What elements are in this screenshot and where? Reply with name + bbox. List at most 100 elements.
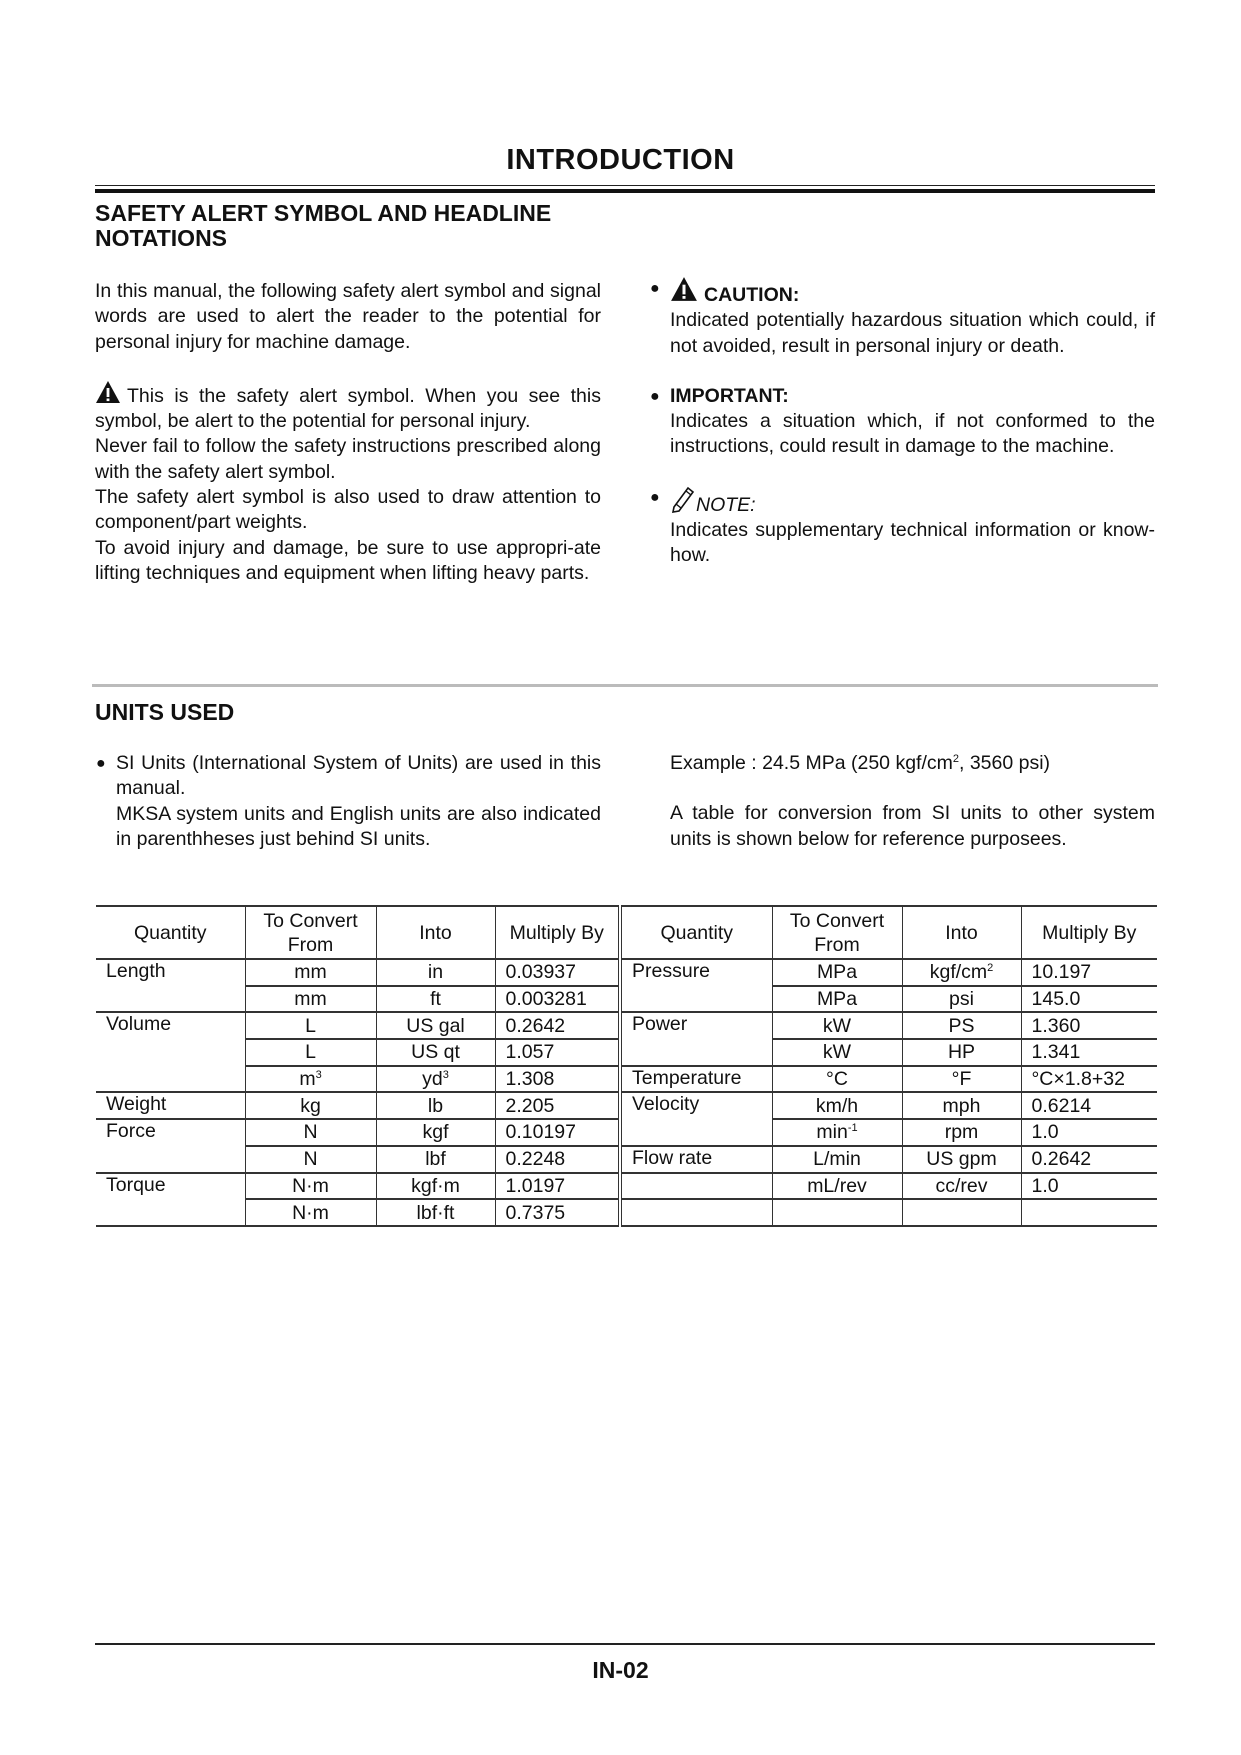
table-cell-q: Power xyxy=(618,1011,773,1067)
table-cell-q: Flow rate xyxy=(618,1144,773,1174)
table-cell-into: °F xyxy=(901,1064,1022,1094)
cell-text: Volume xyxy=(106,1013,172,1036)
table-cell-mult: 0.2248 xyxy=(494,1144,621,1174)
cell-text: mL/rev xyxy=(807,1174,867,1197)
cell-text: Power xyxy=(632,1013,688,1036)
cell-text: HP xyxy=(947,1041,976,1064)
table-cell-q: Temperature xyxy=(618,1064,773,1094)
cell-text: 0.2642 xyxy=(505,1014,566,1037)
column-header: To Convert From xyxy=(771,905,903,960)
cell-text: 1.0 xyxy=(1031,1121,1059,1144)
table-cell-into: US gpm xyxy=(901,1144,1022,1174)
cell-text: MPa xyxy=(816,988,858,1011)
page-title: INTRODUCTION xyxy=(506,144,735,176)
cell-text: kgf·m xyxy=(411,1174,460,1197)
cell-text: L xyxy=(305,1041,316,1064)
cell-text: lbf xyxy=(425,1148,446,1171)
cell-text: min xyxy=(816,1121,848,1144)
table-cell-into: lb xyxy=(375,1091,496,1121)
cell-text: rpm xyxy=(944,1121,979,1144)
table-cell-into: psi xyxy=(901,984,1022,1014)
cell-text: 1.057 xyxy=(505,1041,555,1064)
cell-text: 1.360 xyxy=(1031,1014,1081,1037)
cell-text: 1.0197 xyxy=(505,1174,566,1197)
column-header: Quantity xyxy=(96,905,246,960)
table-cell-mult: 1.360 xyxy=(1020,1011,1157,1041)
header-rule-thick xyxy=(95,189,1155,193)
table-note: A table for conversion from SI units to … xyxy=(670,802,1155,850)
cell-text: N·m xyxy=(292,1201,329,1224)
table-cell-from: kW xyxy=(771,1011,903,1041)
table-cell-mult: 1.0197 xyxy=(494,1171,621,1201)
column-header: Into xyxy=(901,905,1022,960)
table-cell-mult: 0.2642 xyxy=(494,1011,621,1041)
note-item: ● NOTE: Indicates supplementary technica… xyxy=(650,485,1155,569)
units-left-column: ● SI Units (International System of Unit… xyxy=(96,751,601,852)
cell-text: Torque xyxy=(106,1173,166,1196)
column-header: Multiply By xyxy=(494,905,621,960)
paragraph: The safety alert symbol is also used to … xyxy=(95,486,601,534)
column-header: Quantity xyxy=(618,905,773,960)
table-cell-from: mm xyxy=(244,958,377,987)
table-cell-mult: 145.0 xyxy=(1020,984,1157,1014)
superscript: -1 xyxy=(847,1122,858,1135)
note-text: Indicates supplementary technical inform… xyxy=(670,519,1155,567)
warning-triangle-icon xyxy=(671,277,697,301)
column-header: Into xyxy=(375,905,496,960)
bullet-icon: ● xyxy=(96,755,106,772)
table-cell-into: cc/rev xyxy=(901,1171,1022,1201)
table-cell-into: mph xyxy=(901,1091,1022,1121)
caution-item: ● CAUTION: Indicated potentially hazardo… xyxy=(650,276,1155,359)
table-cell-q: Velocity xyxy=(618,1091,773,1147)
table-cell-from: min-1 xyxy=(771,1118,903,1147)
example-pre: Example : 24.5 MPa (250 kgf/cm xyxy=(670,752,953,774)
paragraph: MKSA system units and English units are … xyxy=(116,802,601,850)
table-cell-q: Length xyxy=(96,957,246,1014)
pencil-icon xyxy=(671,486,695,513)
table-cell-from: L/min xyxy=(771,1144,903,1174)
cell-text: N·m xyxy=(292,1174,329,1197)
table-cell-mult: 0.6214 xyxy=(1020,1091,1157,1121)
table-cell-into: HP xyxy=(901,1038,1022,1067)
table-cell-q: Force xyxy=(96,1118,246,1174)
table-cell-into: kgf/cm2 xyxy=(901,958,1022,987)
table-cell-from: m3 xyxy=(245,1064,377,1094)
table-cell-into: PS xyxy=(901,1011,1022,1041)
table-cell-mult: 0.2642 xyxy=(1020,1144,1157,1174)
caution-text: Indicated potentially hazardous situatio… xyxy=(670,309,1155,357)
cell-text: km/h xyxy=(815,1094,859,1117)
table-cell-into: lbf·ft xyxy=(375,1198,496,1227)
important-label: IMPORTANT: xyxy=(670,384,789,407)
cell-text: kW xyxy=(822,1041,852,1064)
cell-text: kgf/cm xyxy=(929,961,988,984)
symbol-text: This is the safety alert symbol. When yo… xyxy=(95,384,601,433)
table-cell-into: US qt xyxy=(375,1038,496,1067)
table-cell-from: mL/rev xyxy=(771,1171,903,1201)
table-row: Weight kg lb 2.205 Velocity km/h mph 0.6214 xyxy=(96,1091,1157,1147)
symbol-paragraph: This is the safety alert symbol. When yo… xyxy=(95,380,601,435)
cell-text: mm xyxy=(294,961,327,984)
superscript: 2 xyxy=(987,962,994,975)
paragraph: To avoid injury and damage, be sure to u… xyxy=(95,536,601,584)
table-cell-mult xyxy=(1020,1198,1157,1227)
table-cell-from: kW xyxy=(771,1038,903,1067)
cell-text: US gpm xyxy=(926,1148,997,1171)
table-cell-mult: 0.03937 xyxy=(494,958,621,987)
table-cell-from: L xyxy=(245,1038,377,1067)
table-cell-into: US gal xyxy=(375,1011,496,1041)
example-text: Example : 24.5 MPa (250 kgf/cm2, 3560 ps… xyxy=(670,751,1155,776)
table-cell-into: kgf xyxy=(375,1118,496,1147)
table-cell-q: Pressure xyxy=(618,957,773,1014)
table-cell-from: km/h xyxy=(771,1091,903,1121)
table-cell-q: Weight xyxy=(96,1091,246,1121)
caution-label: CAUTION: xyxy=(704,284,800,306)
cell-text: 1.0 xyxy=(1031,1174,1059,1197)
table-cell-into: rpm xyxy=(901,1118,1022,1147)
si-units-item: ● SI Units (International System of Unit… xyxy=(96,751,601,852)
table-cell-q: Volume xyxy=(96,1011,246,1094)
cell-text: lb xyxy=(427,1094,444,1117)
table-cell-from xyxy=(771,1198,903,1227)
section-heading-units: UNITS USED xyxy=(95,699,235,725)
footer-rule xyxy=(95,1643,1155,1645)
